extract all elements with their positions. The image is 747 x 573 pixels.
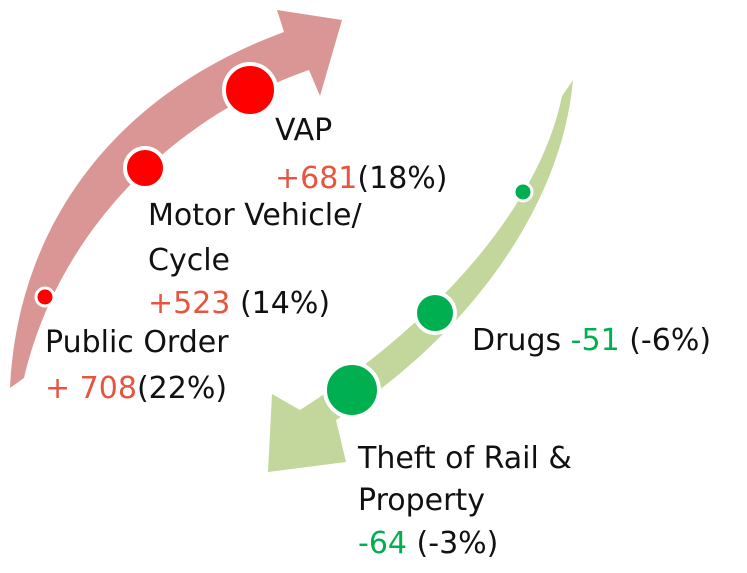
falling-arrow [268,80,573,472]
change-line: +523 (14%) [148,286,330,321]
change: +523 [148,286,230,321]
share: (-3%) [417,526,499,561]
change-line: Drugs -51 (-6%) [472,323,711,358]
red-dot [222,62,278,118]
share: (18%) [357,161,447,196]
label: Property [358,483,485,518]
label: VAP [275,113,332,148]
change-line: +681(18%) [275,161,448,196]
share: (14%) [240,286,330,321]
label: Motor Vehicle/ [148,198,363,233]
change-line: + 708(22%) [45,371,227,406]
red-dot [123,146,167,190]
change-line: -64 (-3%) [358,526,498,561]
share: (-6%) [629,323,711,358]
green-dot [512,181,534,203]
share: (22%) [137,371,227,406]
change: + 708 [45,371,137,406]
label: Cycle [148,243,230,278]
change: -51 [571,323,620,358]
rising-arrow [10,10,342,388]
red-dot [34,286,56,308]
change: -64 [358,526,407,561]
label: Public Order [45,325,229,360]
green-dot [323,361,381,419]
change: +681 [275,161,357,196]
label: Drugs [472,323,561,358]
label: Theft of Rail & [357,441,572,476]
green-dot [413,291,457,335]
